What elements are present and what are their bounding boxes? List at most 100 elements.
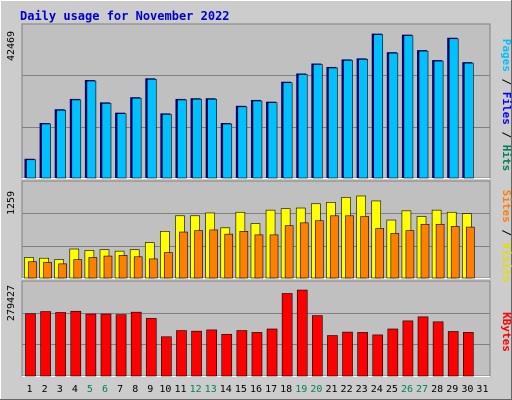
panels: 42469 1259 279427 [6,23,491,377]
kbytes-bar [327,335,338,377]
pages-bar [267,102,278,179]
day-label: 5 [87,384,93,395]
sites-bar [43,262,52,279]
pages-bar [373,34,384,179]
kbytes-panel: 279427 [6,280,491,377]
day-label: 4 [72,384,78,395]
day-label: 10 [159,384,171,395]
legend-kbytes: KBytes [500,312,512,352]
sites-bar [284,225,294,279]
day-label: 23 [356,384,368,395]
sites-bar [420,223,430,279]
sites-bar [450,226,460,279]
kbytes-bar [25,313,36,377]
sites-bar [224,233,234,279]
kbytes-bar [266,328,278,377]
legend-kbytes-label: KBytes [500,312,512,352]
kbytes-bar [463,332,474,377]
legend-files: Files [500,92,512,125]
kbytes-bar [432,321,444,377]
sites-bar [28,261,37,279]
legend-pages-files-hits: Pages / Files / Hits [500,39,512,172]
legend-pages: Pages [500,39,512,72]
kbytes-bar [447,331,459,377]
pages-bar [328,67,338,179]
day-label: 20 [310,384,322,395]
sites-bar [405,230,415,279]
kbytes-bar [161,336,172,377]
day-label: 14 [220,384,232,395]
sites-bar [299,222,309,279]
sites-bar [330,215,339,279]
kbytes-bar [357,332,368,377]
day-label: 28 [431,384,443,395]
hits-files-pages-max-label: 42469 [6,31,17,61]
sites-bar [164,252,173,279]
sites-bar [435,223,445,279]
day-label: 6 [102,384,108,395]
sites-bar [88,257,98,279]
kbytes-bar [342,331,353,377]
pages-bar [297,74,308,179]
kbytes-bar [296,289,308,377]
kbytes-bar [145,318,157,377]
sites-bar [148,258,158,279]
kbytes-bar [206,329,217,377]
day-label: 30 [461,384,473,395]
kbytes-bar [130,311,142,377]
sites-bar [103,255,113,279]
sites-bar [118,255,128,279]
pages-bar [192,98,202,179]
pages-bar [222,123,233,179]
pages-bar [433,60,444,179]
kbytes-bar [236,330,248,377]
visits-sites-max-label: 1259 [6,191,17,215]
sites-bar [209,229,218,279]
pages-bar [101,103,112,179]
pages-bar [26,159,36,179]
day-label: 29 [446,384,458,395]
pages-bar [343,60,353,179]
pages-bar [464,62,474,179]
day-label: 8 [132,384,138,395]
day-label: 15 [235,384,247,395]
pages-bar [403,35,414,179]
day-label: 21 [325,384,337,395]
sites-bar [375,228,385,279]
day-label: 7 [117,384,123,395]
legend-hits: Hits [500,145,512,172]
pages-bar [131,97,142,179]
day-label: 26 [401,384,413,395]
pages-bar [313,64,323,179]
day-label: 17 [265,384,277,395]
pages-bar [207,98,217,179]
pages-bar [116,113,127,179]
legend-visits: Visits [500,243,512,283]
chart-title: Daily usage for November 2022 [20,9,230,23]
pages-bar [41,123,51,179]
day-label: 13 [205,384,217,395]
pages-bar [282,82,293,179]
pages-bar [56,109,66,179]
pages-bar [418,50,429,179]
sites-bar [345,215,354,279]
sites-bar [133,256,143,279]
sites-bar [179,231,188,279]
pages-bar [388,52,399,179]
kbytes-bar [40,311,51,377]
legend-sites-visits: Sites / Visits [500,190,512,283]
sites-bar [269,234,279,279]
pages-bar [162,114,172,179]
kbytes-bar [85,313,97,377]
pages-bar [358,59,368,179]
day-label: 12 [190,384,202,395]
kbytes-bar [387,328,399,377]
day-label: 9 [147,384,153,395]
sites-bar [360,216,369,279]
sites-bar [466,226,475,279]
kbytes-bar [402,320,414,377]
day-label: 19 [295,384,307,395]
kbytes-bar [372,334,384,377]
day-label: 16 [250,384,262,395]
